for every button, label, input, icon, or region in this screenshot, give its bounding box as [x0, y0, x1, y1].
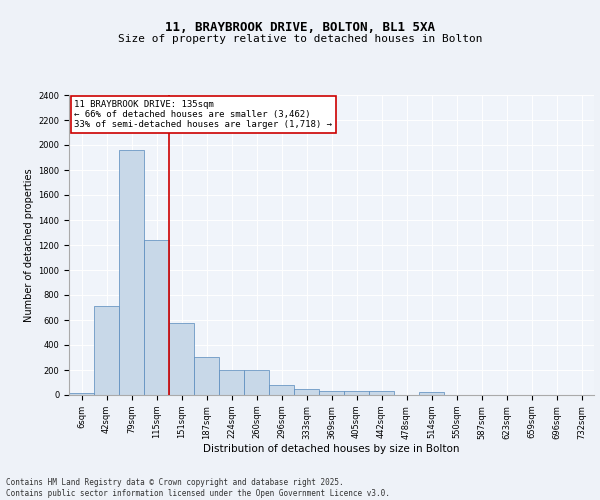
Bar: [169, 323, 194, 395]
Bar: [94, 306, 119, 395]
Bar: [69, 393, 94, 395]
Bar: [119, 150, 144, 395]
Bar: [194, 357, 219, 395]
X-axis label: Distribution of detached houses by size in Bolton: Distribution of detached houses by size …: [203, 444, 460, 454]
Bar: [344, 390, 369, 395]
Bar: [369, 390, 394, 395]
Bar: [319, 390, 344, 395]
Text: 11 BRAYBROOK DRIVE: 135sqm
← 66% of detached houses are smaller (3,462)
33% of s: 11 BRAYBROOK DRIVE: 135sqm ← 66% of deta…: [74, 100, 332, 130]
Text: Size of property relative to detached houses in Bolton: Size of property relative to detached ho…: [118, 34, 482, 44]
Bar: [244, 370, 269, 395]
Bar: [219, 370, 244, 395]
Bar: [144, 240, 169, 395]
Text: 11, BRAYBROOK DRIVE, BOLTON, BL1 5XA: 11, BRAYBROOK DRIVE, BOLTON, BL1 5XA: [165, 21, 435, 34]
Bar: [294, 390, 319, 395]
Bar: [419, 392, 444, 395]
Y-axis label: Number of detached properties: Number of detached properties: [24, 168, 34, 322]
Text: Contains HM Land Registry data © Crown copyright and database right 2025.
Contai: Contains HM Land Registry data © Crown c…: [6, 478, 390, 498]
Bar: [269, 385, 294, 395]
